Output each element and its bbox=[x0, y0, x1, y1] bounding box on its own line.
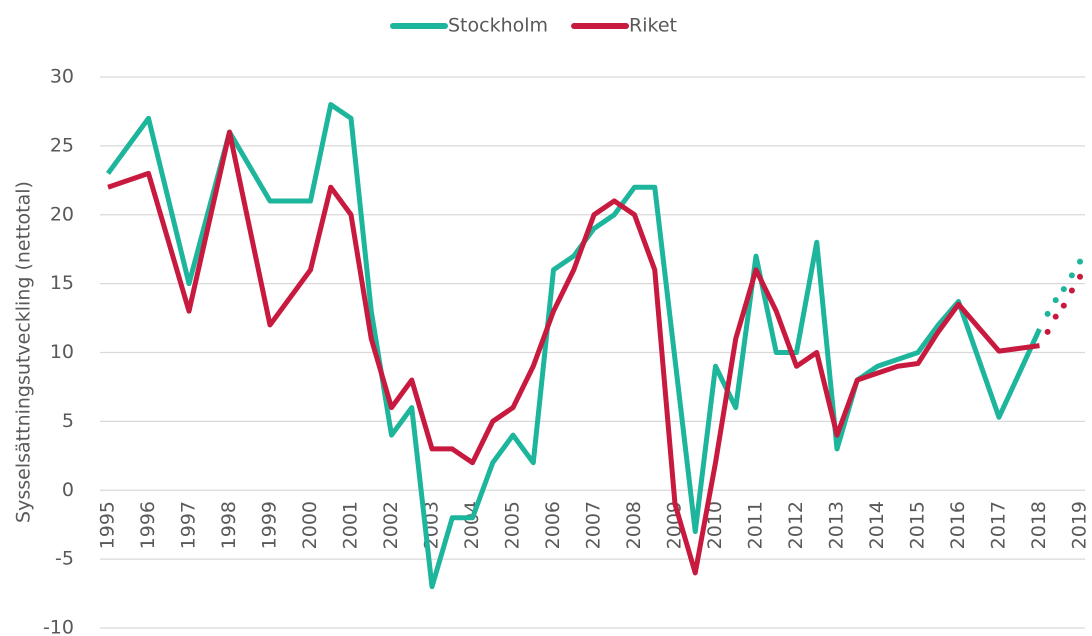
x-tick-label: 2011 bbox=[745, 501, 767, 549]
x-tick-label: 2006 bbox=[542, 501, 564, 549]
forecast-dot bbox=[1068, 287, 1075, 294]
legend-label: Stockholm bbox=[448, 15, 548, 37]
y-tick-label: 10 bbox=[50, 341, 74, 363]
forecast-dot bbox=[1052, 297, 1059, 304]
x-tick-label: 2016 bbox=[947, 501, 969, 549]
forecast-dot bbox=[1044, 328, 1051, 335]
forecast-dot bbox=[1068, 272, 1075, 279]
x-tick-label: 1996 bbox=[137, 501, 159, 549]
x-tick-label: 2015 bbox=[907, 501, 929, 549]
x-tick-label: 2014 bbox=[866, 501, 888, 549]
y-tick-label: 5 bbox=[62, 410, 74, 432]
y-axis-title: Sysselsättningsutveckling (nettotal) bbox=[13, 181, 35, 523]
forecast-dot bbox=[1052, 313, 1059, 320]
y-tick-label: -5 bbox=[55, 548, 74, 570]
forecast-dot bbox=[1060, 286, 1067, 293]
y-tick-label: 30 bbox=[50, 66, 74, 88]
series-line bbox=[107, 129, 1040, 576]
x-tick-label: 1997 bbox=[178, 501, 200, 549]
x-tick-label: 2010 bbox=[704, 501, 726, 549]
x-tick-label: 2013 bbox=[826, 501, 848, 549]
x-tick-label: 2001 bbox=[340, 501, 362, 549]
series-line bbox=[105, 102, 1042, 590]
x-tick-label: 2004 bbox=[461, 501, 483, 549]
y-tick-label: 15 bbox=[50, 272, 74, 294]
y-tick-label: -10 bbox=[43, 617, 74, 636]
x-tick-label: 2018 bbox=[1028, 501, 1050, 549]
x-tick-label: 2002 bbox=[380, 501, 402, 549]
forecast-dot bbox=[1077, 258, 1083, 265]
forecast-dot bbox=[1060, 302, 1067, 309]
x-tick-label: 2000 bbox=[299, 501, 321, 549]
y-tick-label: 0 bbox=[62, 479, 74, 501]
x-tick-label: 2007 bbox=[583, 501, 605, 549]
x-tick-label: 2005 bbox=[502, 501, 524, 549]
x-tick-label: 1999 bbox=[259, 501, 281, 549]
x-tick-label: 2017 bbox=[988, 501, 1010, 549]
forecast-dot bbox=[1044, 310, 1051, 317]
forecast-dot bbox=[1077, 273, 1083, 280]
x-tick-label: 1995 bbox=[97, 501, 119, 549]
legend-label: Riket bbox=[629, 15, 677, 37]
y-tick-label: 25 bbox=[50, 134, 74, 156]
y-tick-label: 20 bbox=[50, 203, 74, 225]
x-tick-label: 1998 bbox=[218, 501, 240, 549]
x-tick-label: 2008 bbox=[623, 501, 645, 549]
x-tick-label: 2012 bbox=[785, 501, 807, 549]
x-tick-label: 2019 bbox=[1069, 501, 1091, 549]
